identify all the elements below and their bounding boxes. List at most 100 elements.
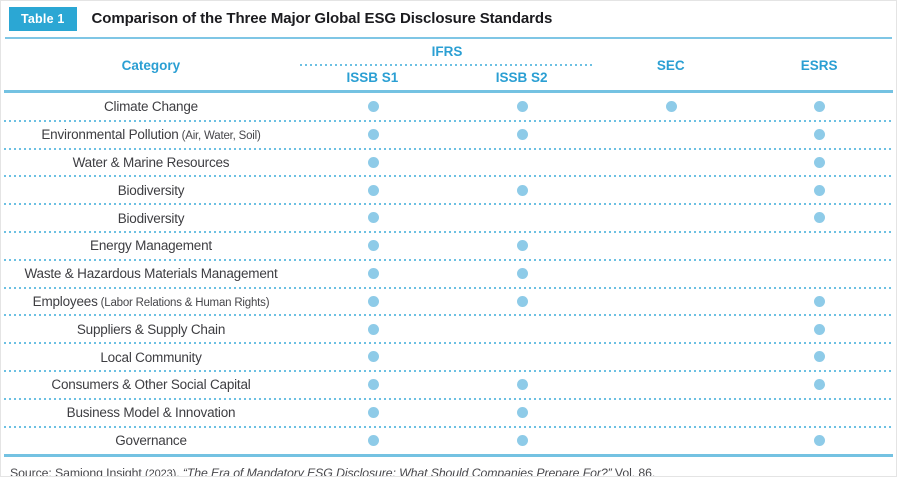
coverage-dot-icon: [517, 406, 528, 418]
coverage-dot-icon: [517, 101, 528, 113]
cell-issb-s2: [448, 292, 597, 310]
coverage-dot-icon: [814, 434, 825, 446]
row-category-label: Biodiversity: [117, 182, 185, 198]
row-category-label: Governance: [115, 432, 187, 448]
coverage-dot-icon: [814, 184, 825, 196]
cell-issb-s2: [448, 431, 597, 449]
coverage-dot-icon: [814, 351, 825, 363]
source-prefix: Source: Samjong Insight: [10, 466, 145, 477]
cell-issb-s1: [298, 348, 448, 366]
row-category-label: Employees (Labor Relations & Human Right…: [32, 293, 270, 309]
cell-issb-s1: [298, 153, 448, 171]
cell-issb-s2: [448, 98, 597, 116]
cell-esrs: [746, 348, 893, 366]
cell-issb-s1: [298, 431, 448, 449]
cell-sec: [597, 98, 746, 116]
coverage-dot-icon: [517, 240, 528, 252]
cell-esrs: [746, 98, 893, 116]
table-row: Consumers & Other Social Capital: [4, 371, 893, 400]
row-category-label: Local Community: [100, 349, 202, 365]
cell-issb-s1: [298, 98, 448, 116]
source-separator: ,: [176, 466, 183, 477]
coverage-dot-icon: [814, 156, 825, 168]
column-header-issb-s1: ISSB S1: [346, 70, 399, 86]
cell-esrs: [746, 320, 893, 338]
column-header-ifrs: IFRS: [431, 43, 463, 59]
coverage-dot-icon: [367, 240, 379, 252]
source-suffix: Vol. 86.: [611, 466, 656, 477]
coverage-dot-icon: [367, 101, 379, 113]
row-category-label: Climate Change: [103, 99, 198, 115]
table-row: Biodiversity: [4, 176, 893, 205]
table-row: Waste & Hazardous Materials Management: [4, 260, 893, 289]
cell-issb-s1: [298, 181, 448, 199]
table-row: Climate Change: [4, 93, 893, 122]
cell-issb-s1: [298, 404, 448, 422]
column-header-sec: SEC: [656, 58, 685, 73]
coverage-dot-icon: [814, 379, 825, 391]
source-note: Source: Samjong Insight (2023), “The Era…: [10, 466, 893, 477]
coverage-dot-icon: [814, 295, 825, 307]
source-year: (2023): [145, 468, 177, 477]
row-category-sublabel: (Labor Relations & Human Rights): [97, 296, 270, 309]
cell-issb-s1: [298, 320, 448, 338]
coverage-dot-icon: [517, 434, 528, 446]
row-category-sublabel: (Air, Water, Soil): [178, 130, 261, 143]
cell-issb-s1: [298, 237, 448, 255]
table-number-badge: Table 1: [9, 6, 77, 31]
coverage-dot-icon: [814, 101, 825, 113]
table-body: Climate Change Environmental Pollution (A…: [4, 93, 893, 458]
coverage-dot-icon: [367, 128, 379, 140]
column-header-category: Category: [121, 58, 181, 73]
coverage-dot-icon: [814, 323, 825, 335]
row-category-label: Energy Management: [90, 238, 212, 254]
coverage-dot-icon: [517, 267, 528, 279]
cell-issb-s2: [448, 265, 597, 283]
cell-issb-s1: [298, 126, 448, 144]
cell-issb-s1: [298, 265, 448, 283]
table-row: Environmental Pollution (Air, Water, Soi…: [4, 121, 893, 150]
cell-issb-s1: [298, 376, 448, 394]
source-publication-title: “The Era of Mandatory ESG Disclosure: Wh…: [182, 466, 612, 477]
cell-issb-s1: [298, 209, 448, 227]
coverage-dot-icon: [666, 101, 677, 113]
coverage-dot-icon: [367, 323, 379, 335]
table-row: Employees (Labor Relations & Human Right…: [4, 288, 893, 317]
cell-issb-s2: [448, 237, 597, 255]
coverage-dot-icon: [367, 379, 379, 391]
coverage-dot-icon: [367, 434, 379, 446]
row-category-label: Consumers & Other Social Capital: [51, 377, 251, 393]
table-row: Energy Management: [4, 232, 893, 261]
table-row: Biodiversity: [4, 204, 893, 233]
cell-esrs: [746, 376, 893, 394]
cell-esrs: [746, 209, 893, 227]
row-category-label: Suppliers & Supply Chain: [76, 321, 226, 337]
figure-title-bar: Table 1 Comparison of the Three Major Gl…: [4, 3, 893, 34]
row-category-label: Biodiversity: [117, 210, 185, 226]
coverage-dot-icon: [367, 267, 379, 279]
cell-issb-s2: [448, 404, 597, 422]
coverage-dot-icon: [367, 184, 379, 196]
row-category-label: Business Model & Innovation: [66, 405, 236, 421]
coverage-dot-icon: [367, 406, 379, 418]
cell-issb-s2: [448, 376, 597, 394]
cell-esrs: [746, 126, 893, 144]
cell-issb-s2: [448, 126, 597, 144]
coverage-dot-icon: [367, 156, 379, 168]
column-header-issb-s2: ISSB S2: [495, 70, 548, 86]
coverage-dot-icon: [517, 379, 528, 391]
coverage-dot-icon: [517, 128, 528, 140]
table-row: Suppliers & Supply Chain: [4, 315, 893, 344]
cell-esrs: [746, 431, 893, 449]
cell-issb-s2: [448, 181, 597, 199]
row-category-label: Water & Marine Resources: [72, 154, 230, 170]
cell-esrs: [746, 181, 893, 199]
coverage-dot-icon: [814, 212, 825, 224]
cell-esrs: [746, 153, 893, 171]
cell-esrs: [746, 292, 893, 310]
coverage-dot-icon: [517, 184, 528, 196]
ifrs-group-divider: [299, 63, 595, 66]
table-title: Comparison of the Three Major Global ESG…: [91, 10, 553, 27]
table-row: Business Model & Innovation: [4, 399, 893, 428]
